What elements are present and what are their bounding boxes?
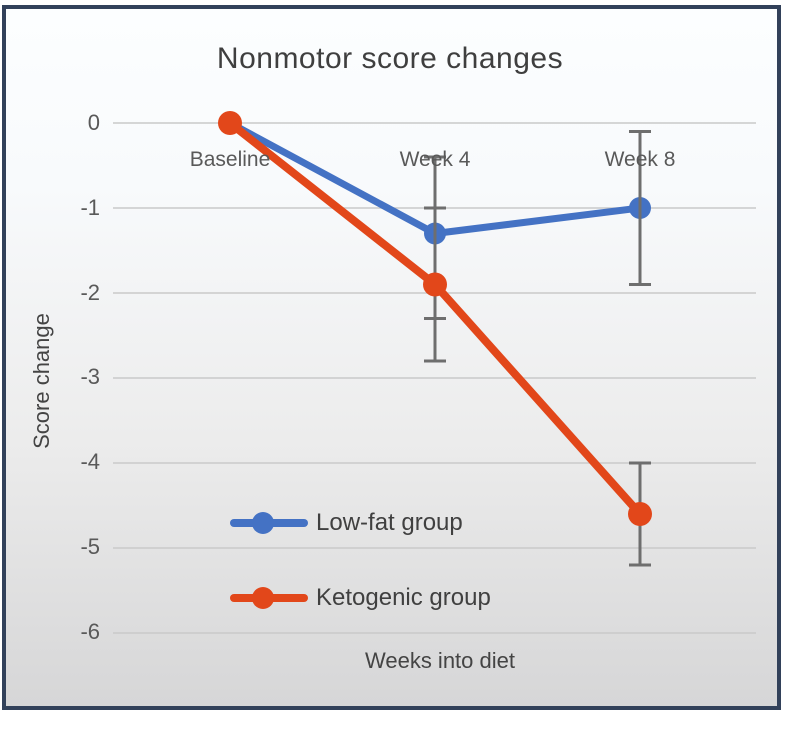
x-category-week4: Week 4 bbox=[399, 148, 471, 171]
x-axis-title: Weeks into diet bbox=[364, 648, 515, 673]
legend-item-ketogenic: Ketogenic group bbox=[230, 583, 491, 613]
legend-label-ketogenic: Ketogenic group bbox=[316, 584, 491, 611]
legend-label-lowfat: Low-fat group bbox=[316, 509, 463, 536]
y-tick-label-6: -6 bbox=[80, 619, 100, 644]
y-tick-label-3: -3 bbox=[80, 364, 100, 389]
y-axis-title: Score change bbox=[29, 313, 54, 449]
legend-swatch-lowfat bbox=[230, 508, 308, 538]
legend-marker-icon-ketogenic bbox=[252, 587, 274, 609]
chart-title: Nonmotor score changes bbox=[216, 42, 564, 75]
x-category-week8: Week 8 bbox=[604, 148, 676, 171]
y-tick-label-1: -1 bbox=[80, 195, 100, 220]
legend-item-lowfat: Low-fat group bbox=[230, 508, 463, 538]
y-tick-label-4: -4 bbox=[80, 449, 100, 474]
data-point-marker bbox=[218, 111, 242, 135]
data-point-marker bbox=[628, 502, 652, 526]
x-category-baseline: Baseline bbox=[189, 148, 271, 171]
y-tick-label-2: -2 bbox=[80, 280, 100, 305]
legend-marker-icon-lowfat bbox=[252, 512, 274, 534]
legend-swatch-ketogenic bbox=[230, 583, 308, 613]
y-tick-label-0: 0 bbox=[87, 110, 100, 135]
y-tick-label-5: -5 bbox=[80, 534, 100, 559]
data-point-marker bbox=[423, 272, 447, 297]
